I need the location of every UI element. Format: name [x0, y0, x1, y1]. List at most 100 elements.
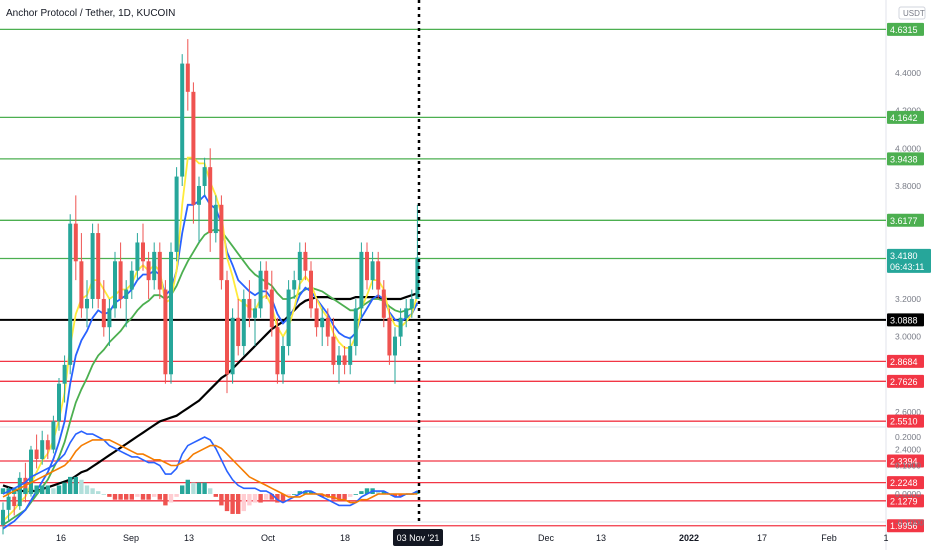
- candle-body: [370, 261, 375, 281]
- candle-body: [241, 298, 246, 347]
- candle-body: [281, 346, 285, 375]
- histogram-bar: [308, 491, 314, 494]
- histogram-bar: [230, 494, 235, 514]
- candle-body: [113, 261, 117, 309]
- candle-body: [62, 364, 67, 384]
- candle-body: [157, 251, 162, 290]
- histogram-bar: [84, 485, 90, 494]
- time-tick-label: 17: [757, 533, 767, 543]
- histogram-bar: [191, 482, 196, 494]
- histogram-bar: [180, 485, 185, 494]
- oscillator-tick-label: -0.1000: [895, 518, 924, 528]
- candle-body: [208, 167, 213, 234]
- histogram-bar: [297, 491, 302, 494]
- histogram-bar: [185, 479, 190, 494]
- histogram-bar: [129, 494, 134, 500]
- candle-body: [129, 270, 134, 290]
- unit-badge: [898, 6, 926, 20]
- histogram-bar: [208, 488, 213, 494]
- level-label-bg: [887, 22, 924, 36]
- histogram-bar: [348, 494, 353, 497]
- candle-body: [101, 298, 106, 328]
- candle-body: [12, 496, 17, 507]
- oscillator-tick-label: 0.2000: [895, 432, 921, 442]
- time-tick-label: 1: [883, 533, 888, 543]
- price-tick-label: 2.6000: [895, 407, 921, 417]
- candle-body: [191, 91, 196, 205]
- candle-body: [174, 176, 179, 252]
- candle-body: [163, 289, 168, 375]
- histogram-bar: [381, 491, 386, 494]
- candle-body: [381, 289, 386, 318]
- candle-body: [331, 336, 336, 365]
- candle-body: [258, 270, 263, 309]
- candle-body: [348, 346, 353, 365]
- candle-body: [1, 509, 5, 525]
- histogram-bar: [269, 494, 274, 500]
- time-tick-label: 13: [184, 533, 194, 543]
- histogram-bar: [56, 485, 62, 494]
- candle-body: [90, 233, 95, 299]
- histogram-bar: [73, 476, 78, 494]
- histogram-bar: [342, 494, 347, 500]
- candle-body: [365, 251, 369, 281]
- histogram-bar: [392, 494, 398, 497]
- histogram-bar: [0, 488, 6, 494]
- candle-body: [353, 308, 358, 347]
- histogram-bar: [17, 488, 22, 494]
- candle-body: [40, 440, 45, 460]
- histogram-bar: [62, 482, 67, 494]
- candle-body: [275, 327, 280, 375]
- candle-body: [325, 317, 330, 337]
- candle-body: [146, 261, 151, 281]
- level-label: 2.5510: [890, 417, 918, 427]
- candle-body: [202, 167, 207, 186]
- histogram-bar: [303, 491, 308, 494]
- time-tick-label: Dec: [538, 533, 555, 543]
- level-label-bg: [887, 494, 924, 508]
- candle-body: [23, 477, 28, 492]
- candle-body: [269, 289, 274, 328]
- candle-body: [96, 233, 101, 299]
- candle-body: [68, 223, 73, 365]
- oscillator-tick-label: 0.0000: [895, 489, 921, 499]
- candle-body: [264, 270, 269, 290]
- candle-body: [337, 355, 341, 365]
- level-label: 2.3394: [890, 457, 918, 467]
- candle-body: [398, 317, 403, 337]
- histogram-bar: [45, 485, 50, 494]
- level-label-bg: [887, 152, 924, 166]
- level-label: 2.1279: [890, 496, 918, 506]
- price-tick-label: 3.2000: [895, 294, 921, 304]
- candle-body: [29, 449, 33, 492]
- candle-body: [303, 251, 308, 271]
- level-label-bg: [887, 476, 924, 490]
- histogram-bar: [28, 488, 34, 494]
- histogram-bar: [224, 494, 230, 512]
- histogram-bar: [219, 494, 224, 506]
- candle-body: [376, 261, 381, 290]
- histogram-bar: [124, 494, 129, 500]
- histogram-bar: [118, 494, 123, 500]
- price-tick-label: 3.0000: [895, 332, 921, 342]
- histogram-bar: [280, 494, 286, 503]
- level-label-bg: [887, 519, 924, 533]
- histogram-bar: [101, 494, 106, 495]
- histogram-bar: [140, 494, 146, 500]
- crosshair-date-label: 03 Nov '21: [397, 533, 440, 543]
- candle-body: [219, 204, 224, 281]
- histogram-bar: [40, 485, 45, 494]
- histogram-bar: [415, 491, 420, 494]
- candle-body: [309, 270, 313, 309]
- candle-body: [387, 317, 392, 356]
- oscillator-line: [2, 430, 418, 507]
- candle-body: [180, 63, 185, 177]
- histogram-bar: [196, 482, 202, 494]
- candle-body: [152, 251, 157, 281]
- histogram-bar: [398, 494, 403, 497]
- histogram-bar: [51, 488, 56, 494]
- level-label-bg: [887, 110, 924, 124]
- candle-body: [292, 280, 297, 290]
- candle-body: [404, 308, 409, 318]
